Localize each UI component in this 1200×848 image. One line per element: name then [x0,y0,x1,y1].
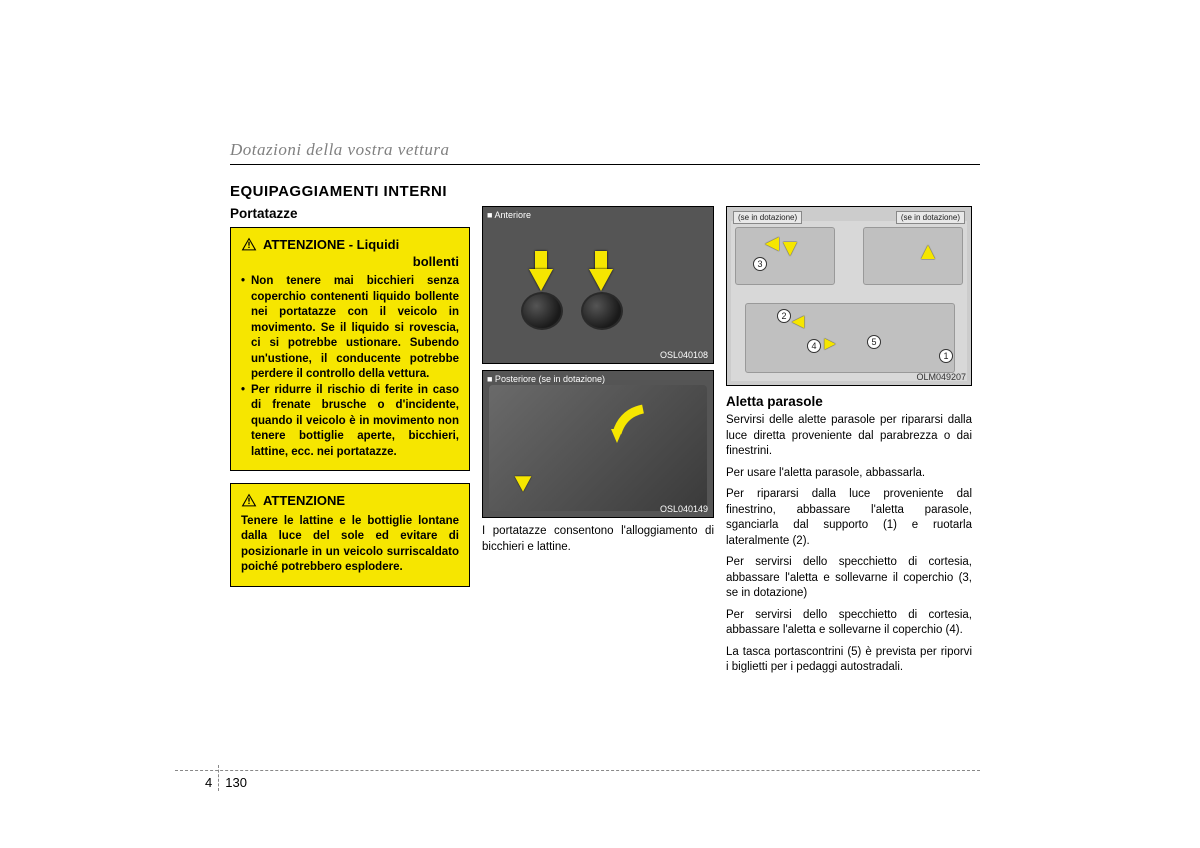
mini-arrow-icon [783,242,797,256]
num-1: 1 [939,349,953,363]
column-left: Portatazze ATTENZIONE - Liquidi bollenti [230,206,470,682]
arrow-stem [595,251,607,271]
page-number: 130 [225,775,247,790]
page-content: Dotazioni della vostra vettura EQUIPAGGI… [230,140,980,682]
warning-box-liquidi: ATTENZIONE - Liquidi bollenti Non tenere… [230,227,470,471]
page-footer: 4 130 [175,770,980,791]
se-tag-1: (se in dotazione) [733,211,802,224]
num-4: 4 [807,339,821,353]
mini-arrow-icon [921,245,935,259]
mini-arrow-icon [792,316,805,329]
title-rule [230,164,980,165]
arrow-down-icon [515,476,532,491]
curved-arrow-icon [603,401,653,451]
mini-arrow-icon [765,237,779,251]
visor-upper-left [735,227,835,285]
warning2-text: Tenere le lattine e le bottiglie lontane… [241,514,459,576]
rear-seat-shape [489,385,707,511]
warning-triangle-icon [241,237,257,251]
se-tag-2: (se in dotazione) [896,211,965,224]
cup-right [581,292,623,330]
column-right: (se in dotazione) (se in dotazione) 1 2 … [726,206,972,682]
mini-arrow-icon [824,338,835,349]
num-2: 2 [777,309,791,323]
visor-body-text: Servirsi delle alette parasole per ripar… [726,413,972,676]
section-heading: EQUIPAGGIAMENTI INTERNI [230,183,980,200]
visor-p1: Per usare l'aletta parasole, abbassarla. [726,466,972,482]
warning2-title: ATTENZIONE [263,492,345,510]
figure-cupholder-front: ■ Anteriore OSL040108 [482,206,714,364]
figure-front-code: OSL040108 [660,350,708,360]
visor-p4: Per servirsi dello specchietto di cortes… [726,608,972,639]
warning-triangle-icon [241,493,257,507]
figure-rear-label: ■ Posteriore (se in dotazione) [487,374,605,384]
num-5: 5 [867,335,881,349]
portatazze-heading: Portatazze [230,206,470,221]
figure-cupholder-rear: ■ Posteriore (se in dotazione) OSL040149 [482,370,714,518]
warning1-title: ATTENZIONE - Liquidi [263,237,399,252]
visor-upper-right [863,227,963,285]
figure-front-label: ■ Anteriore [487,210,531,220]
visor-heading: Aletta parasole [726,394,972,409]
page-chapter-num: 4 [205,775,212,790]
arrow-stem [535,251,547,271]
num-3: 3 [753,257,767,271]
figure-visor-code: OLM049207 [916,372,966,382]
figure-sun-visor: (se in dotazione) (se in dotazione) 1 2 … [726,206,972,386]
chapter-title: Dotazioni della vostra vettura [230,140,980,160]
warning1-item-0: Non tenere mai bicchieri senza coperchio… [241,274,459,383]
column-middle: ■ Anteriore OSL040108 ■ Posteriore (se i… [482,206,714,682]
visor-p3: Per servirsi dello specchietto di cortes… [726,555,972,602]
warning1-subtitle: bollenti [263,253,459,271]
cup-left [521,292,563,330]
visor-p5: La tasca portascontrini (5) è prevista p… [726,645,972,676]
visor-p2: Per ripararsi dalla luce proveniente dal… [726,487,972,549]
figure-rear-code: OSL040149 [660,504,708,514]
warning-box-attenzione: ATTENZIONE Tenere le lattine e le bottig… [230,483,470,587]
page-separator [218,765,219,791]
arrow-down-icon [529,269,553,291]
three-column-layout: Portatazze ATTENZIONE - Liquidi bollenti [230,206,980,682]
cupholder-caption: I portatazze consentono l'alloggiamento … [482,524,714,555]
visor-p0: Servirsi delle alette parasole per ripar… [726,413,972,460]
arrow-down-icon [589,269,613,291]
warning1-item-1: Per ridurre il rischio di ferite in caso… [241,383,459,461]
